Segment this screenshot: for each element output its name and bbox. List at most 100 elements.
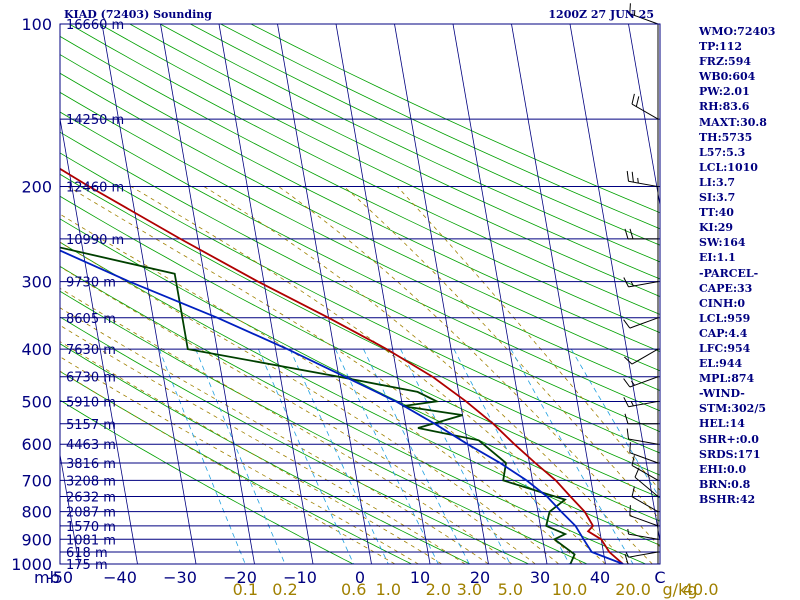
wind-barb-staff: [631, 496, 659, 513]
isotherm-line: [0, 24, 21, 564]
pressure-label: 1000: [11, 555, 52, 574]
index-row: LI:3.7: [699, 175, 736, 189]
index-row: LFC:954: [699, 341, 751, 355]
index-row: STM:302/5: [699, 402, 766, 416]
mixing-ratio-label: 20.0: [615, 580, 651, 599]
height-label: 4463 m: [66, 438, 116, 453]
moist-adiabat-line: [67, 186, 606, 564]
mixing-ratio-label: 2.0: [426, 580, 451, 599]
wind-barb-flag: [624, 553, 629, 565]
isotherm-line: [628, 24, 660, 208]
wind-barb-half-flag: [630, 400, 634, 407]
index-row: FRZ:594: [699, 55, 752, 69]
plot-frame: [59, 23, 661, 565]
index-row: WMO:72403: [699, 25, 776, 38]
wind-barb: [631, 455, 659, 481]
wind-barb-flag: [629, 3, 631, 14]
wind-barb: [623, 397, 659, 408]
temperature-profile-line: [60, 167, 624, 564]
wind-barb: [634, 467, 659, 497]
isotherm-line: [218, 24, 314, 564]
isotherm-line: [101, 24, 197, 564]
index-row: WB0:604: [699, 70, 756, 84]
height-label: 175 m: [66, 558, 108, 573]
wind-barb-flag: [635, 96, 640, 107]
index-row: CAP:4.4: [699, 326, 748, 340]
index-row: EL:944: [699, 357, 743, 371]
wind-barb: [624, 228, 659, 240]
height-label: 3816 m: [66, 457, 116, 472]
wind-barb: [623, 376, 659, 388]
wind-barb-half-flag: [630, 281, 634, 287]
indices-panel: WMO:72403 TP:112 FRZ:594 WB0:604 PW:2.01 RH:8…: [699, 24, 799, 507]
index-row: EHI:0.0: [699, 462, 747, 476]
temperature-tick-label: 30: [530, 568, 550, 587]
temperature-tick-label: 40: [590, 568, 610, 587]
index-row: RH:83.6: [699, 100, 750, 114]
height-label: 1570 m: [66, 520, 116, 535]
wind-barb-flag: [629, 228, 634, 240]
pressure-label: 500: [21, 392, 52, 411]
wind-barb-staff: [629, 13, 659, 25]
mixing-ratio-label: 5.0: [498, 580, 523, 599]
mixing-ratio-label: 40.0: [683, 580, 719, 599]
temperature-tick-label: −10: [283, 568, 317, 587]
wind-barb-flag: [623, 378, 631, 388]
height-label: 5910 m: [66, 395, 116, 410]
index-row: BRN:0.8: [699, 477, 751, 491]
temperature-tick-label: 0: [355, 568, 365, 587]
index-row: -WIND-: [699, 387, 745, 401]
index-row: MPL:874: [699, 372, 755, 386]
moist-adiabat-line: [60, 341, 442, 564]
isotherm-line: [60, 452, 80, 564]
isotherm-line: [160, 24, 255, 564]
isotherm-line: [569, 24, 660, 544]
wind-barb-flag: [629, 442, 631, 453]
wind-barb: [625, 551, 659, 558]
wind-barb-staff: [629, 317, 659, 329]
height-label: 8605 m: [66, 312, 116, 327]
moist-adiabat-line: [343, 186, 660, 521]
moist-adiabat-line: [60, 213, 583, 564]
wind-barb: [629, 505, 659, 527]
moist-adiabat-line: [130, 186, 630, 564]
wind-barb-staff: [628, 551, 659, 558]
pressure-label: 200: [21, 178, 52, 197]
wind-barb-half-flag: [625, 552, 629, 558]
temperature-tick-label: −40: [103, 568, 137, 587]
wind-barb: [623, 277, 659, 288]
index-row: TT:40: [699, 206, 734, 220]
isotherm-line: [394, 24, 489, 564]
mixing-ratio-label: 0.1: [233, 580, 258, 599]
index-row: CAPE:33: [699, 281, 753, 295]
wind-barb-staff: [629, 452, 659, 464]
height-label: 12460 m: [66, 181, 124, 196]
wind-barb: [624, 348, 659, 365]
index-row: BSHR:42: [699, 492, 756, 506]
mixing-unit-label: g/kg: [663, 580, 698, 599]
wind-barb-flag: [626, 170, 629, 182]
wind-barb-half-flag: [627, 528, 629, 535]
height-label: 16660 m: [66, 18, 124, 33]
temperature-tick-label: C: [654, 568, 665, 587]
wind-barb-flag: [629, 505, 631, 516]
wind-barb-flag: [623, 319, 631, 329]
wind-barb: [623, 317, 659, 329]
moist-adiabat-line: [60, 287, 513, 564]
index-row: -PARCEL-: [699, 266, 759, 280]
wind-barb: [631, 93, 659, 120]
mixing-ratio-label: 10.0: [552, 580, 588, 599]
wind-barb: [627, 528, 659, 540]
wind-barb-staff: [634, 476, 659, 497]
index-row: SW:164: [699, 236, 746, 250]
index-row: LCL:959: [699, 311, 751, 325]
wind-barb-staff: [631, 464, 659, 481]
temperature-tick-label: −30: [163, 568, 197, 587]
wind-barb-flag: [623, 397, 629, 407]
wind-barb: [626, 428, 659, 445]
wind-barb-half-flag: [637, 177, 639, 184]
dewpoint-profile-line: [60, 246, 576, 564]
height-label: 9730 m: [66, 276, 116, 291]
wind-barb-staff: [628, 438, 659, 445]
